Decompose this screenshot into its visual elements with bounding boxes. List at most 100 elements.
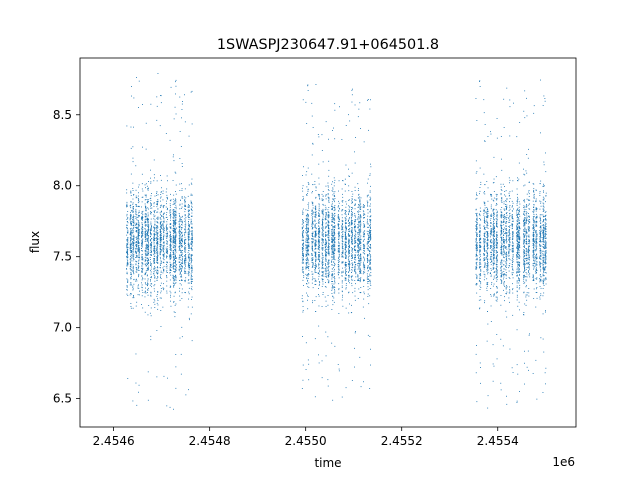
data-point: [173, 230, 175, 231]
data-point: [302, 237, 304, 239]
data-point: [145, 183, 147, 185]
data-point: [135, 264, 137, 266]
data-point: [351, 247, 353, 248]
data-point: [318, 325, 320, 327]
data-point: [169, 261, 171, 263]
data-point: [321, 267, 323, 269]
data-point: [157, 276, 159, 277]
data-point: [327, 222, 329, 224]
data-point: [328, 138, 329, 140]
data-point: [359, 247, 361, 249]
data-point: [331, 217, 333, 218]
data-point: [328, 265, 330, 267]
data-point: [348, 253, 350, 254]
data-point: [146, 245, 148, 247]
data-point: [327, 236, 329, 238]
data-point: [137, 265, 139, 267]
data-point: [181, 238, 183, 239]
data-point: [354, 190, 356, 191]
data-point: [333, 218, 335, 220]
data-point: [154, 212, 155, 214]
data-point: [318, 268, 320, 269]
data-point: [138, 276, 139, 278]
data-point: [163, 242, 165, 244]
data-point: [357, 224, 359, 225]
data-point: [348, 238, 350, 240]
data-point: [174, 253, 176, 255]
data-point: [145, 221, 146, 223]
data-point: [184, 215, 186, 217]
data-point: [327, 279, 329, 281]
data-point: [156, 238, 158, 240]
data-point: [147, 207, 149, 209]
data-point: [185, 265, 186, 267]
data-point: [157, 267, 159, 269]
data-point: [188, 230, 190, 232]
data-point: [306, 278, 308, 280]
data-point: [328, 216, 330, 218]
data-point: [188, 204, 189, 206]
data-point: [133, 214, 134, 216]
data-point: [175, 184, 177, 186]
data-point: [129, 268, 131, 269]
data-point: [142, 215, 143, 217]
data-point: [147, 238, 148, 240]
data-point: [338, 216, 340, 218]
data-point: [307, 235, 309, 237]
data-point: [160, 224, 162, 225]
data-point: [161, 237, 162, 238]
data-point: [331, 206, 333, 207]
data-point: [306, 226, 307, 228]
data-point: [308, 207, 309, 209]
data-point: [318, 354, 319, 356]
data-point: [354, 270, 356, 271]
data-point: [166, 249, 167, 251]
data-point: [338, 259, 340, 261]
data-point: [157, 256, 158, 258]
data-point: [331, 256, 333, 258]
data-point: [185, 224, 187, 226]
data-point: [360, 219, 361, 221]
data-point: [188, 247, 190, 249]
data-point: [345, 245, 347, 247]
data-point: [352, 227, 354, 229]
data-point: [324, 204, 326, 206]
data-point: [141, 188, 143, 190]
data-point: [150, 291, 152, 293]
data-point: [157, 266, 158, 268]
data-point: [191, 270, 193, 272]
data-point: [172, 246, 174, 248]
data-point: [147, 237, 149, 239]
data-point: [153, 233, 155, 235]
data-point: [312, 264, 314, 266]
data-point: [354, 238, 355, 240]
data-point: [162, 254, 164, 255]
data-point: [344, 278, 346, 279]
data-point: [179, 208, 181, 210]
data-point: [136, 255, 138, 257]
data-point: [352, 251, 353, 253]
data-point: [180, 146, 182, 147]
data-point: [331, 207, 333, 209]
data-point: [185, 205, 186, 207]
data-point: [190, 242, 192, 244]
data-point: [179, 245, 181, 247]
data-point: [319, 227, 320, 229]
data-point: [179, 219, 181, 221]
data-point: [351, 239, 353, 241]
data-point: [191, 90, 193, 92]
data-point: [187, 279, 189, 281]
data-point: [318, 251, 319, 253]
data-point: [333, 239, 334, 241]
data-point: [355, 199, 357, 201]
data-point: [327, 226, 329, 228]
data-point: [141, 246, 143, 248]
data-point: [135, 263, 137, 265]
data-point: [160, 249, 161, 250]
data-point: [132, 251, 134, 253]
data-point: [145, 224, 147, 226]
data-point: [144, 215, 146, 217]
data-point: [352, 279, 354, 281]
data-point: [163, 241, 164, 243]
data-point: [133, 220, 135, 222]
